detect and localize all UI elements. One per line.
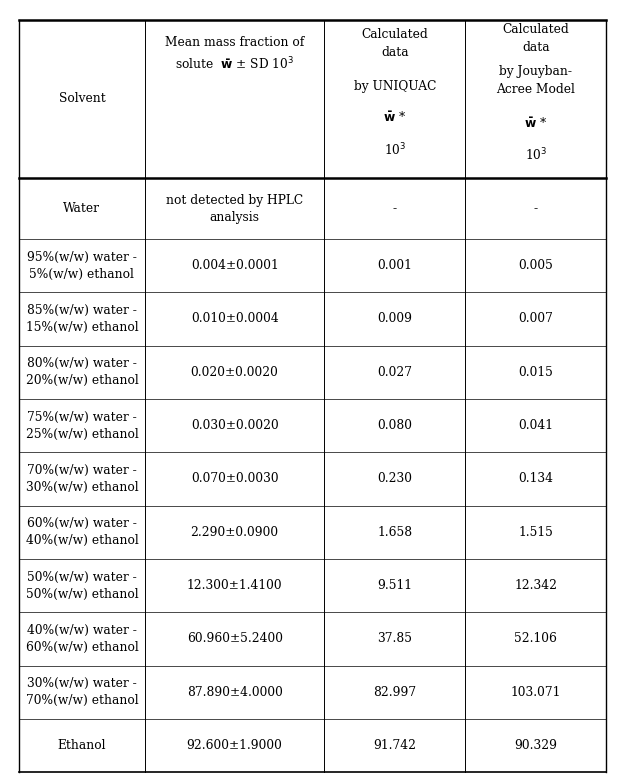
Text: Calculated
data: Calculated data — [503, 23, 569, 54]
Text: 0.001: 0.001 — [378, 260, 412, 272]
Text: by Jouyban-
Acree Model: by Jouyban- Acree Model — [496, 65, 575, 96]
Text: 10$^3$: 10$^3$ — [524, 147, 547, 163]
Text: 12.342: 12.342 — [514, 579, 558, 592]
Text: 60.960±5.2400: 60.960±5.2400 — [187, 633, 282, 645]
Text: 90.329: 90.329 — [514, 739, 558, 752]
Text: 12.300±1.4100: 12.300±1.4100 — [187, 579, 282, 592]
Text: 0.070±0.0030: 0.070±0.0030 — [191, 473, 279, 485]
Text: 60%(w/w) water -
40%(w/w) ethanol: 60%(w/w) water - 40%(w/w) ethanol — [26, 517, 138, 547]
Text: 80%(w/w) water -
20%(w/w) ethanol: 80%(w/w) water - 20%(w/w) ethanol — [26, 358, 138, 387]
Text: 95%(w/w) water -
5%(w/w) ethanol: 95%(w/w) water - 5%(w/w) ethanol — [27, 251, 137, 281]
Text: 1.658: 1.658 — [377, 526, 412, 539]
Text: 52.106: 52.106 — [514, 633, 558, 645]
Text: Mean mass fraction of
solute  $\mathbf{\bar{w}}$ ± SD 10$^3$: Mean mass fraction of solute $\mathbf{\b… — [165, 36, 304, 73]
Text: 91.742: 91.742 — [373, 739, 416, 752]
Text: 82.997: 82.997 — [373, 686, 416, 699]
Text: $\mathbf{\bar{w}}$ *: $\mathbf{\bar{w}}$ * — [524, 117, 548, 131]
Text: Ethanol: Ethanol — [58, 739, 106, 752]
Text: -: - — [534, 202, 538, 215]
Text: 9.511: 9.511 — [378, 579, 412, 592]
Text: 75%(w/w) water -
25%(w/w) ethanol: 75%(w/w) water - 25%(w/w) ethanol — [26, 411, 138, 441]
Text: 0.004±0.0001: 0.004±0.0001 — [191, 260, 279, 272]
Text: 87.890±4.0000: 87.890±4.0000 — [187, 686, 282, 699]
Text: not detected by HPLC
analysis: not detected by HPLC analysis — [166, 194, 303, 223]
Text: 0.030±0.0020: 0.030±0.0020 — [191, 419, 279, 432]
Text: Solvent: Solvent — [59, 93, 105, 105]
Text: 0.010±0.0004: 0.010±0.0004 — [191, 313, 279, 325]
Text: 70%(w/w) water -
30%(w/w) ethanol: 70%(w/w) water - 30%(w/w) ethanol — [26, 464, 138, 494]
Text: 50%(w/w) water -
50%(w/w) ethanol: 50%(w/w) water - 50%(w/w) ethanol — [26, 571, 138, 601]
Text: 30%(w/w) water -
70%(w/w) ethanol: 30%(w/w) water - 70%(w/w) ethanol — [26, 677, 138, 707]
Text: 0.230: 0.230 — [378, 473, 412, 485]
Text: 2.290±0.0900: 2.290±0.0900 — [191, 526, 279, 539]
Text: 0.015: 0.015 — [518, 366, 553, 379]
Text: $\mathbf{\bar{w}}$ *: $\mathbf{\bar{w}}$ * — [383, 111, 406, 125]
Text: 0.009: 0.009 — [378, 313, 412, 325]
Text: 92.600±1.9000: 92.600±1.9000 — [187, 739, 282, 752]
Text: 37.85: 37.85 — [378, 633, 412, 645]
Text: Water: Water — [63, 202, 101, 215]
Text: 0.080: 0.080 — [378, 419, 412, 432]
Text: 0.020±0.0020: 0.020±0.0020 — [191, 366, 279, 379]
Text: 85%(w/w) water -
15%(w/w) ethanol: 85%(w/w) water - 15%(w/w) ethanol — [26, 304, 138, 334]
Text: 0.041: 0.041 — [518, 419, 553, 432]
Text: -: - — [392, 202, 397, 215]
Text: 10$^3$: 10$^3$ — [384, 141, 406, 158]
Text: 1.515: 1.515 — [518, 526, 553, 539]
Text: 0.027: 0.027 — [378, 366, 412, 379]
Text: 103.071: 103.071 — [511, 686, 561, 699]
Text: 40%(w/w) water -
60%(w/w) ethanol: 40%(w/w) water - 60%(w/w) ethanol — [26, 624, 138, 654]
Text: 0.005: 0.005 — [518, 260, 553, 272]
Text: by UNIQUAC: by UNIQUAC — [354, 80, 436, 93]
Text: 0.007: 0.007 — [518, 313, 553, 325]
Text: Calculated
data: Calculated data — [361, 28, 428, 59]
Text: 0.134: 0.134 — [518, 473, 553, 485]
